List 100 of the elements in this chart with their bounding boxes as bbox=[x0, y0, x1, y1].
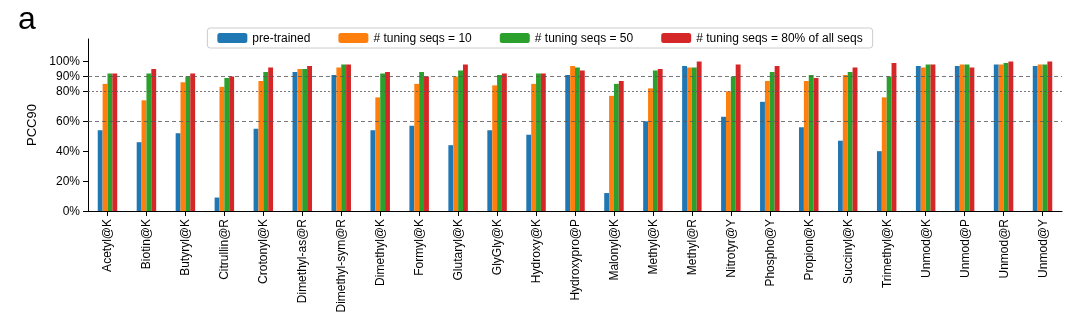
x-tick-label: GlyGly@K bbox=[490, 219, 505, 276]
bar bbox=[380, 73, 386, 211]
x-tick-label: Unmod@K bbox=[918, 219, 933, 278]
bar bbox=[618, 80, 624, 211]
bar bbox=[497, 74, 502, 211]
bar bbox=[691, 67, 697, 211]
legend-label: # tuning seqs = 50 bbox=[534, 31, 634, 45]
bar bbox=[307, 65, 313, 211]
bar bbox=[657, 68, 663, 211]
bar bbox=[842, 74, 848, 211]
bar bbox=[760, 101, 765, 211]
bar bbox=[341, 64, 347, 211]
bar bbox=[799, 127, 804, 211]
bar bbox=[847, 71, 853, 211]
y-tick-label: 0% bbox=[62, 204, 81, 218]
bar bbox=[803, 80, 809, 211]
bar bbox=[462, 64, 468, 211]
x-tick-label: Malonyl@K bbox=[606, 219, 621, 281]
bar bbox=[370, 130, 376, 211]
bar bbox=[730, 76, 736, 211]
bar bbox=[501, 73, 507, 211]
bar bbox=[764, 80, 770, 211]
y-axis-title: PCC90 bbox=[24, 104, 40, 146]
bar bbox=[146, 73, 152, 211]
bar bbox=[682, 65, 688, 211]
x-tick-label: Butyryl@K bbox=[178, 219, 193, 276]
bar bbox=[385, 71, 390, 211]
bar bbox=[687, 67, 692, 211]
bar bbox=[268, 67, 274, 211]
bar bbox=[774, 65, 780, 211]
x-tick-label: Dimethyl@K bbox=[373, 219, 388, 286]
x-tick-label: Glutaryl@K bbox=[451, 219, 466, 281]
y-tick-label: 90% bbox=[55, 69, 81, 84]
y-tick-label: 100% bbox=[49, 54, 81, 69]
y-tick-label: 40% bbox=[55, 144, 81, 159]
bar bbox=[1008, 61, 1014, 211]
x-tick-label: Unmod@Y bbox=[1035, 219, 1050, 278]
bar bbox=[409, 125, 415, 211]
x-tick-label: Dimethyl-sym@R bbox=[334, 218, 349, 313]
bar bbox=[375, 97, 381, 211]
bar bbox=[424, 76, 429, 211]
bar bbox=[526, 134, 532, 211]
bar bbox=[112, 73, 118, 211]
x-tick-label: Crotonyl@K bbox=[256, 219, 271, 284]
x-tick-label: Methyl@R bbox=[684, 218, 699, 276]
bar bbox=[190, 73, 196, 211]
bar bbox=[219, 86, 225, 211]
bar bbox=[97, 130, 103, 211]
bar bbox=[609, 95, 614, 211]
bar bbox=[346, 64, 351, 211]
x-tick-label: Biotin@K bbox=[139, 219, 154, 270]
bar bbox=[613, 83, 619, 211]
x-tick-label: Methyl@K bbox=[645, 219, 660, 275]
bar bbox=[721, 116, 726, 211]
text: a bbox=[18, 0, 36, 36]
bar bbox=[959, 64, 965, 211]
x-tick-label: Acetyl@K bbox=[100, 219, 115, 272]
bar bbox=[648, 88, 653, 211]
bar bbox=[725, 91, 731, 211]
bar bbox=[954, 65, 960, 211]
bar bbox=[570, 65, 575, 211]
bar bbox=[151, 68, 157, 211]
bar bbox=[419, 71, 425, 211]
bar bbox=[263, 71, 269, 211]
bar bbox=[813, 77, 819, 211]
x-tick-label: Trimethyl@K bbox=[879, 219, 894, 289]
bar bbox=[229, 76, 235, 211]
bar bbox=[565, 74, 571, 211]
x-tick-label: Hydroxypro@P bbox=[568, 219, 582, 301]
x-tick-label: Succinyl@K bbox=[840, 219, 855, 284]
x-tick-label: Unmod@R bbox=[996, 218, 1011, 279]
x-tick-label: Nitrotyr@Y bbox=[723, 219, 738, 278]
legend-label: pre-trained bbox=[252, 31, 311, 45]
x-tick-label: Citrullin@R bbox=[217, 218, 232, 280]
bar bbox=[448, 145, 454, 211]
bar bbox=[185, 76, 191, 211]
bar bbox=[487, 130, 493, 211]
y-tick-label: 60% bbox=[55, 114, 81, 129]
bar bbox=[540, 73, 546, 211]
bar bbox=[969, 67, 975, 211]
y-tick-label: 80% bbox=[55, 84, 81, 99]
bar bbox=[107, 73, 113, 211]
bar bbox=[302, 68, 308, 211]
bar bbox=[643, 121, 649, 211]
bar bbox=[993, 64, 999, 211]
x-tick-label: Phospho@Y bbox=[762, 219, 777, 287]
bar bbox=[696, 61, 702, 211]
bar bbox=[579, 70, 585, 211]
bar bbox=[920, 67, 926, 211]
bar bbox=[492, 85, 498, 211]
y-tick-label: 20% bbox=[55, 174, 81, 189]
x-tick-label: Propion@K bbox=[801, 219, 816, 281]
bar bbox=[414, 83, 420, 211]
bar bbox=[531, 83, 537, 211]
bar bbox=[735, 64, 741, 211]
x-tick-label: Formyl@K bbox=[412, 219, 427, 276]
x-tick-label: Hydroxy@K bbox=[529, 219, 544, 284]
bar bbox=[876, 151, 882, 211]
x-tick-label: Dimethyl-as@R bbox=[295, 218, 310, 304]
legend-label: # tuning seqs = 10 bbox=[373, 31, 473, 45]
